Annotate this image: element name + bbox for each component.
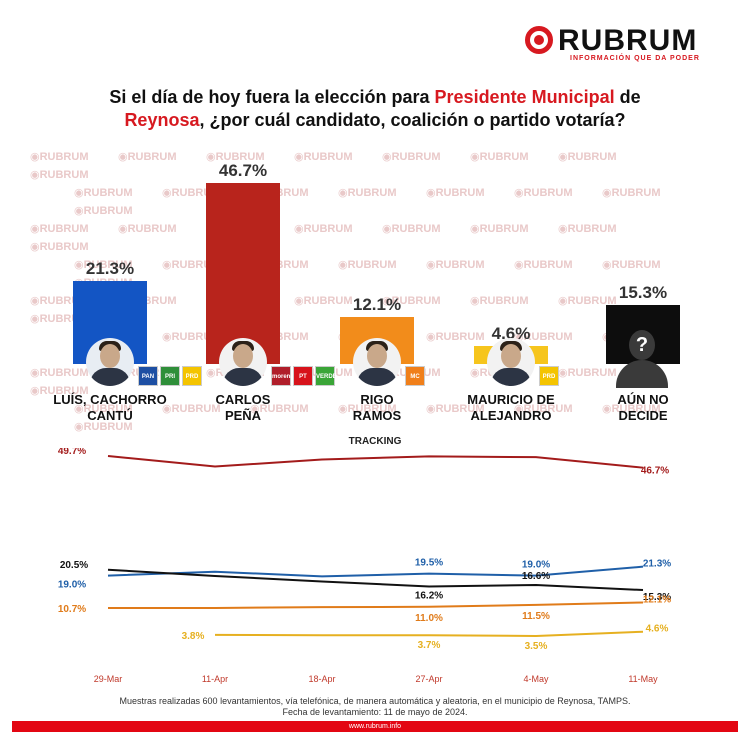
candidate-photo [219,338,267,386]
party-logos: PRD [539,366,561,386]
x-tick-label: 11-May [628,674,658,684]
tracking-point-label: 4.6% [646,624,669,635]
tracking-series-line-5 [214,630,644,638]
tracking-series-line-4 [108,601,644,609]
tracking-point-label: 19.0% [522,560,550,571]
footer-bar: www.rubrum.info [12,721,738,732]
party-logo-icon: PRD [182,366,202,386]
candidate-name: AÚN NO DECIDE [568,392,718,424]
x-tick-label: 11-Apr [202,674,228,684]
x-tick-label: 18-Apr [308,674,335,684]
tracking-series-line-3 [107,568,644,592]
x-tick-label: 4-May [523,674,549,684]
question-mark-icon: ? [629,330,655,360]
candidate-name-line: AÚN NO [617,392,669,407]
tracking-point-label: 10.7% [58,604,86,615]
logo-ring-icon [525,26,553,54]
bar-value-label: 21.3% [85,259,135,279]
tracking-series-line-1 [107,455,644,469]
bar-value-label: 46.7% [218,161,268,180]
party-logo-icon: morena [271,366,294,386]
unknown-person-icon: ? [614,330,670,388]
candidate-name-line: LUÍS, CACHORRO [53,392,167,407]
tracking-title: TRACKING [348,436,402,447]
tracking-point-label: 49.4% [522,448,550,450]
candidate-name-line: PEÑA [224,408,262,423]
footnote-line1: Muestras realizadas 600 levantamientos, … [119,696,631,706]
bar-value-label: 12.1% [352,295,402,315]
website-link[interactable]: www.rubrum.info [348,723,402,730]
tracking-point-label: 19.0% [58,580,86,591]
candidate-name: MAURICIO DE ALEJANDRO [436,392,586,424]
party-logos: morena PT VERDE [271,366,337,386]
photo-face [100,344,120,368]
candidate-name: CARLOS PEÑA [168,392,318,424]
title-part3: , ¿por cuál candidato, coalición o parti… [199,110,626,130]
tracking-point-label: 12.1% [643,594,671,605]
tracking-point-label: 3.8% [182,631,205,642]
title-highlight-city: Reynosa [124,110,200,130]
tracking-point-label: 3.5% [525,641,548,652]
party-logo-icon: PRD [539,366,559,386]
rubrum-logo: RUBRUM INFORMACIÓN QUE DA PODER [525,24,725,64]
party-logo-icon: PT [293,366,313,386]
candidate-photo [353,338,401,386]
candidate-name-line: CARLOS [215,392,271,407]
x-tick-label: 27-Apr [415,674,442,684]
tracking-point-label: 20.5% [60,560,88,571]
bar-value-label: 15.3% [618,282,668,302]
party-logo-icon: MC [405,366,425,386]
title-part2: de [614,87,641,107]
silhouette-body [616,360,668,388]
footnote-line2: Fecha de levantamiento: 11 de mayo de 20… [282,707,468,717]
tracking-point-label: 3.7% [418,640,441,651]
photo-suit [491,368,531,386]
tracking-point-label: 19.5% [415,558,443,569]
x-tick-label: 29-Mar [94,674,123,684]
candidate-photo [86,338,134,386]
tracking-point-label: 11.0% [415,613,443,624]
candidate-name-line: RAMOS [352,408,402,423]
photo-suit [223,368,263,386]
tracking-point-label: 49.6% [415,448,443,449]
logo-dot-icon [534,35,544,45]
party-logos: PAN PRI PRD [138,366,204,386]
candidate-name: RIGO RAMOS [302,392,452,424]
logo-tagline: INFORMACIÓN QUE DA PODER [570,55,700,62]
bar-2 [206,183,280,364]
logo-name: RUBRUM [558,24,698,57]
tracking-point-label: 11.5% [522,611,550,622]
candidate-name: LUÍS, CACHORRO CANTÚ [35,392,185,424]
tracking-line-chart: 49.7% 49.6% 49.4% 46.7% 19.0% 19.5% 19.0% 21.3%… [58,448,671,684]
candidate-name-line: ALEJANDRO [470,408,552,423]
footnote: Muestras realizadas 600 levantamientos, … [0,696,750,718]
photo-suit [357,368,397,386]
title-highlight-office: Presidente Municipal [434,87,615,107]
candidate-photo [487,338,535,386]
tracking-series-line-2 [107,565,644,578]
party-logos: MC [405,366,427,386]
tracking-point-label: 49.7% [58,448,86,457]
candidate-name-line: RIGO [360,392,394,407]
tracking-point-label: 15.3% [643,592,671,603]
tracking-point-label: 16.6% [522,571,550,582]
photo-face [501,344,521,368]
tracking-point-label: 16.2% [415,591,443,602]
photo-suit [90,368,130,386]
party-logo-icon: PRI [160,366,180,386]
tracking-point-label: 21.3% [643,559,671,570]
title-part1: Si el día de hoy fuera la elección para [109,87,435,107]
candidate-name-line: MAURICIO DE [467,392,555,407]
party-logo-icon: VERDE [315,366,337,386]
photo-face [233,344,253,368]
photo-face [367,344,387,368]
party-logo-icon: PAN [138,366,158,386]
tracking-point-label: 46.7% [641,466,669,477]
candidate-name-line: DECIDE [618,408,668,423]
page-title: Si el día de hoy fuera la elección para … [40,86,710,132]
bar-value-label: 4.6% [491,324,531,344]
candidate-name-line: CANTÚ [87,408,133,423]
